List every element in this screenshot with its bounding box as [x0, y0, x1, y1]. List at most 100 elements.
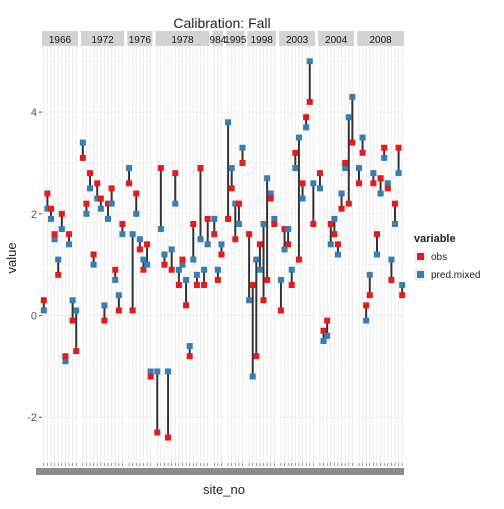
y-tick-label: 2 [31, 209, 37, 221]
obs-point [101, 317, 108, 324]
legend-swatch [417, 271, 424, 278]
obs-point [381, 144, 388, 151]
obs-point [331, 231, 338, 238]
obs-point [334, 241, 341, 248]
pred-point [363, 317, 370, 324]
obs-point [225, 215, 232, 222]
pred-point [193, 271, 200, 278]
obs-point [115, 307, 122, 314]
pred-point [62, 358, 69, 365]
pred-point [331, 215, 338, 222]
obs-point [204, 215, 211, 222]
facet-panel [247, 46, 277, 463]
obs-point [370, 180, 377, 187]
facet-strip-label: 1978 [171, 35, 194, 46]
y-tick-label: 4 [31, 107, 37, 119]
obs-point [140, 266, 147, 273]
obs-point [320, 327, 327, 334]
pred-point [115, 292, 122, 299]
obs-point [40, 297, 47, 304]
obs-point [292, 149, 299, 156]
pred-point [172, 200, 179, 207]
pred-point [73, 307, 80, 314]
facet-strip-label: 1995 [224, 35, 247, 46]
obs-point [44, 190, 51, 197]
pred-point [295, 134, 302, 141]
obs-point [119, 220, 126, 227]
obs-point [126, 180, 133, 187]
obs-point [345, 200, 352, 207]
obs-point [105, 200, 112, 207]
obs-point [271, 220, 278, 227]
obs-point [235, 200, 242, 207]
pred-point [324, 332, 331, 339]
pred-point [87, 185, 94, 192]
obs-point [316, 170, 323, 177]
facet-strip [247, 31, 277, 46]
legend-label: obs [431, 252, 447, 263]
pred-point [267, 190, 274, 197]
pred-point [359, 134, 366, 141]
pred-point [133, 210, 140, 217]
facet-strip-label: 2004 [325, 35, 348, 46]
y-tick-label: -2 [27, 412, 37, 424]
obs-point [133, 190, 140, 197]
obs-point [306, 98, 313, 105]
legend-title: variable [414, 233, 456, 245]
obs-point [154, 429, 161, 436]
facet-strip [42, 31, 79, 46]
pred-point [144, 261, 151, 268]
pred-point [51, 236, 58, 243]
obs-point [366, 292, 373, 299]
pred-point [381, 154, 388, 161]
obs-point [108, 185, 115, 192]
obs-point [342, 159, 349, 166]
obs-point [288, 282, 295, 289]
data-points [40, 58, 406, 441]
pred-point [355, 165, 362, 172]
pred-point [183, 276, 190, 283]
pred-point [97, 205, 104, 212]
pred-point [228, 165, 235, 172]
obs-point [55, 271, 62, 278]
pred-point [271, 215, 278, 222]
pred-point [277, 276, 284, 283]
pred-point [316, 185, 323, 192]
pred-point [179, 261, 186, 268]
pred-point [69, 297, 76, 304]
pred-point [201, 266, 208, 273]
pred-point [384, 180, 391, 187]
pred-point [136, 236, 143, 243]
obs-point [281, 226, 288, 233]
pred-point [40, 307, 47, 314]
pred-point [327, 241, 334, 248]
obs-point [256, 241, 263, 248]
facet-strip [127, 31, 153, 46]
obs-point [58, 210, 65, 217]
pred-point [94, 195, 101, 202]
obs-point [310, 220, 317, 227]
obs-point [66, 231, 73, 238]
facet-strip-label: 2003 [286, 35, 309, 46]
pred-point [197, 236, 204, 243]
obs-point [338, 205, 345, 212]
pred-point [388, 256, 395, 263]
obs-point [260, 297, 267, 304]
facet-panel [81, 46, 125, 463]
pred-point [211, 215, 218, 222]
obs-point [299, 180, 306, 187]
pred-point [105, 215, 112, 222]
obs-point [388, 276, 395, 283]
chart-title: Calibration: Fall [173, 15, 270, 31]
obs-point [228, 185, 235, 192]
pred-point [391, 220, 398, 227]
pred-point [129, 231, 136, 238]
pred-point [288, 266, 295, 273]
legend-label: pred.mixed [431, 270, 480, 281]
pred-point [204, 241, 211, 248]
obs-point [359, 149, 366, 156]
pred-point [395, 170, 402, 177]
obs-point [363, 302, 370, 309]
pred-point [161, 251, 168, 258]
